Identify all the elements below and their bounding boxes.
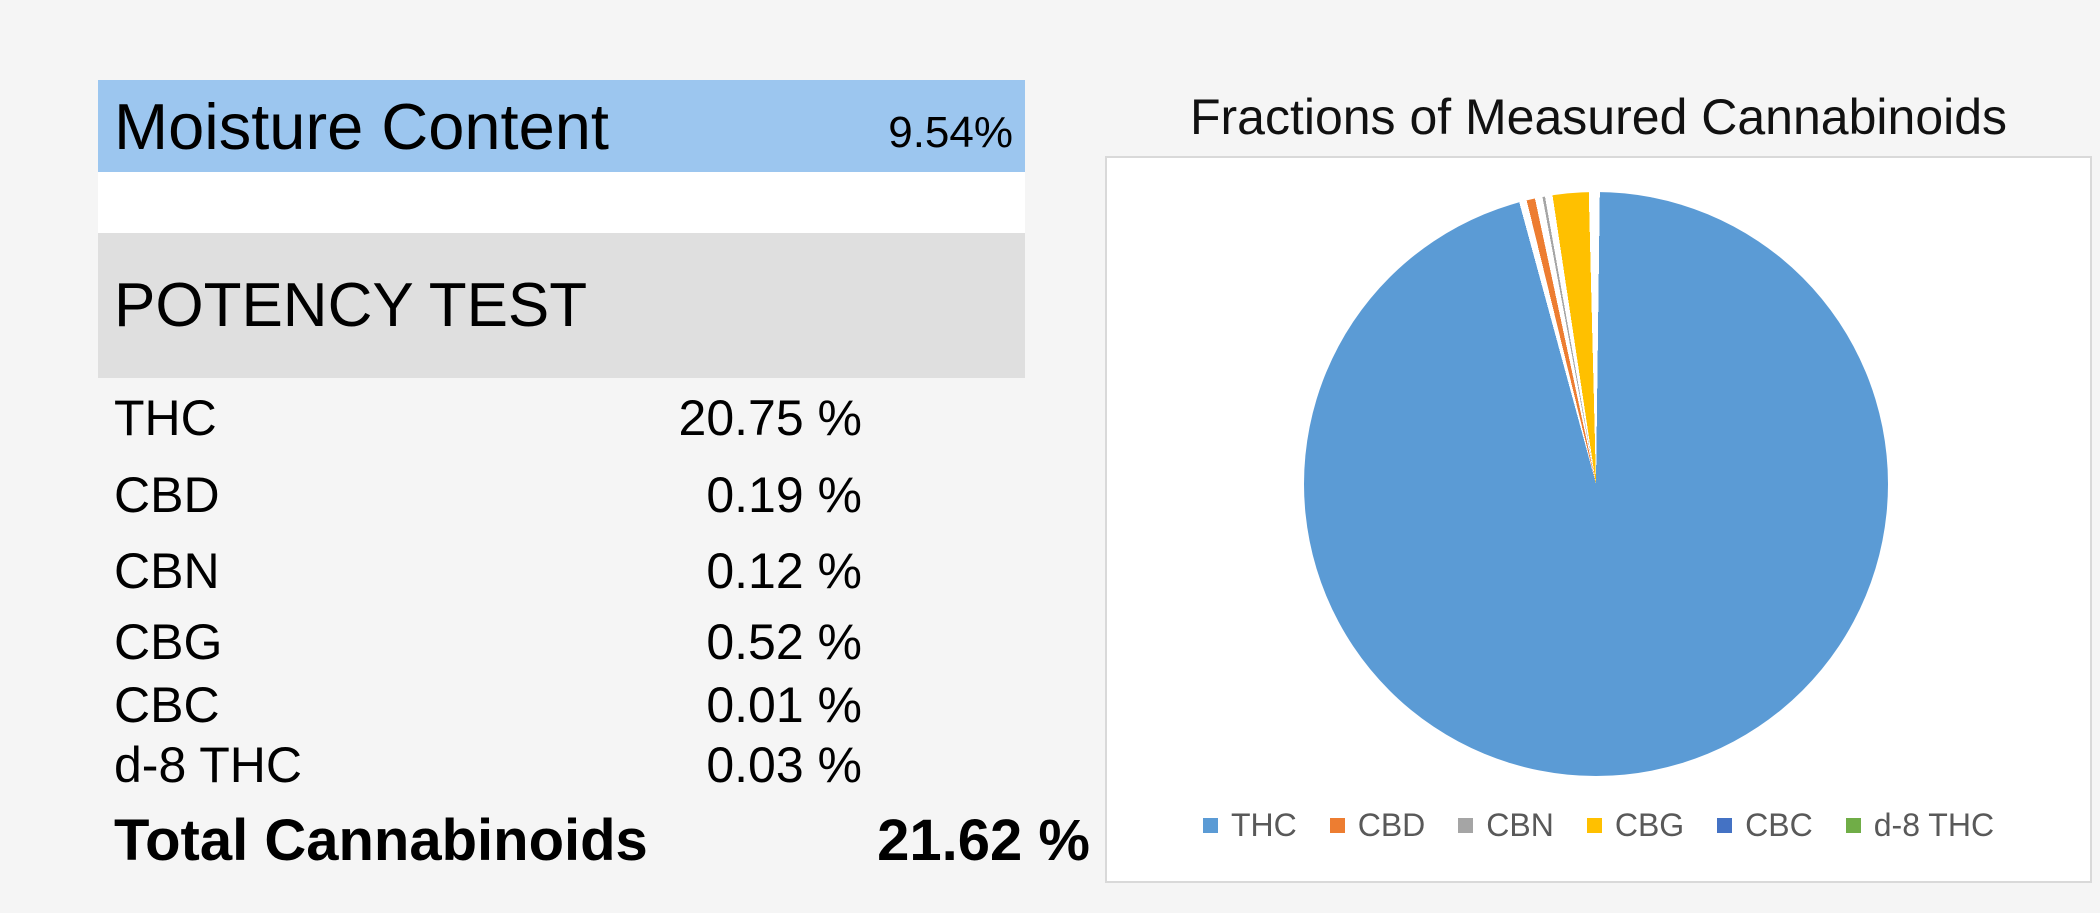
- row-value: 0.19 %: [706, 467, 862, 523]
- table-row: CBC 0.01 %: [98, 676, 1093, 734]
- table-row: CBD 0.19 %: [98, 457, 1093, 533]
- potency-test-band: POTENCY TEST: [98, 233, 1025, 378]
- row-value: 0.52 %: [706, 614, 862, 670]
- chart-panel: THC CBD CBN CBG CBC d-8 THC: [1105, 156, 2092, 883]
- potency-table-rows: THC 20.75 % CBD 0.19 % CBN 0.12 % CBG 0.52 % CBC…: [98, 378, 1093, 796]
- row-label: CBG: [114, 614, 223, 670]
- row-value: 0.12 %: [706, 542, 862, 599]
- legend-label: CBN: [1486, 807, 1554, 843]
- legend-item: CBN: [1458, 809, 1554, 841]
- legend-color-swatch: [1845, 817, 1861, 833]
- row-value: 20.75 %: [678, 389, 862, 446]
- legend-item: CBD: [1329, 807, 1426, 843]
- potency-table: THC 20.75 % CBD 0.19 % CBN 0.12 % CBG 0.52 % CBC…: [98, 378, 1093, 886]
- legend-color-swatch: [1717, 817, 1733, 833]
- legend-color-swatch: [1458, 817, 1474, 833]
- pie-chart: [1304, 192, 1888, 776]
- legend-item: CBG: [1586, 807, 1685, 843]
- row-label: CBN: [114, 542, 220, 599]
- table-row: THC 20.75 %: [98, 378, 1093, 457]
- legend-label: THC: [1230, 807, 1297, 843]
- spacer-row: [98, 172, 1025, 233]
- legend-color-swatch: [1202, 817, 1218, 833]
- legend-label: CBD: [1357, 807, 1426, 843]
- total-label: Total Cannabinoids: [114, 808, 648, 873]
- legend-item: d-8 THC: [1845, 807, 1995, 843]
- row-label: CBD: [114, 467, 220, 523]
- row-value: 0.01 %: [706, 677, 862, 733]
- chart-title: Fractions of Measured Cannabinoids: [1189, 89, 2008, 145]
- moisture-content-label: Moisture Content: [114, 89, 609, 163]
- legend-label: d-8 THC: [1873, 807, 1995, 843]
- legend-label: CBC: [1745, 807, 1813, 843]
- legend-item: CBC: [1717, 809, 1813, 841]
- potency-test-label: POTENCY TEST: [114, 270, 588, 340]
- legend-color-swatch: [1586, 817, 1602, 833]
- legend-label: CBG: [1614, 807, 1685, 843]
- table-row: CBN 0.12 %: [98, 533, 1093, 608]
- legend-item: THC: [1202, 807, 1297, 843]
- row-label: CBC: [114, 677, 220, 733]
- legend-color-swatch: [1329, 817, 1345, 833]
- row-value: 0.03 %: [706, 737, 862, 793]
- chart-legend: THC CBD CBN CBG CBC d-8 THC: [1107, 805, 2090, 845]
- row-label: d-8 THC: [114, 737, 303, 793]
- moisture-content-band: Moisture Content 9.54%: [98, 80, 1025, 172]
- row-label: THC: [114, 389, 217, 446]
- moisture-content-value: 9.54%: [888, 108, 1013, 157]
- total-value: 21.62 %: [877, 808, 1090, 873]
- table-row: CBG 0.52 %: [98, 608, 1093, 676]
- table-row: d-8 THC 0.03 %: [98, 734, 1093, 796]
- total-row: Total Cannabinoids 21.62 %: [98, 796, 1093, 886]
